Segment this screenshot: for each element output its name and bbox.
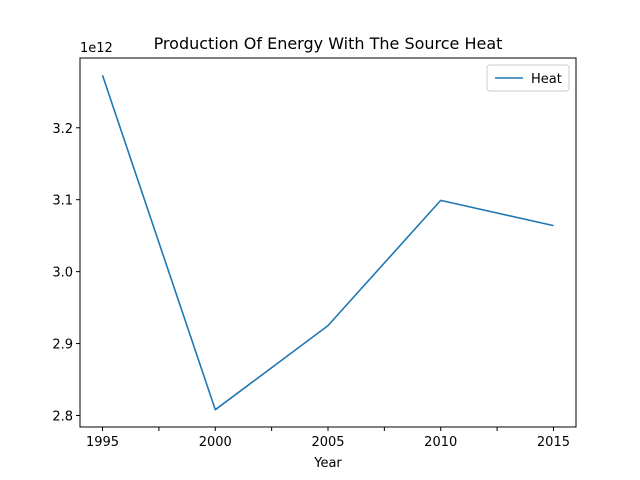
x-tick-label: 2000 <box>199 435 232 450</box>
x-tick-label: 2015 <box>537 435 570 450</box>
y-tick-label: 2.9 <box>52 338 73 353</box>
y-axis-offset-label: 1e12 <box>80 41 113 56</box>
legend: Heat <box>486 64 570 92</box>
legend-frame <box>486 64 570 92</box>
plot-area <box>79 57 577 428</box>
y-tick-label: 2.8 <box>52 409 73 424</box>
x-tick-label: 1995 <box>86 435 119 450</box>
y-tick-label: 3.1 <box>52 194 73 209</box>
x-tick-label: 2010 <box>424 435 457 450</box>
series-line-heat <box>101 75 554 411</box>
y-tick-label: 3.2 <box>52 122 73 137</box>
y-tick-label: 3.0 <box>52 266 73 281</box>
chart-title: Production Of Energy With The Source Hea… <box>154 34 503 53</box>
x-axis-title: Year <box>313 456 342 471</box>
legend-label: Heat <box>531 72 562 87</box>
x-tick-label: 2005 <box>311 435 344 450</box>
